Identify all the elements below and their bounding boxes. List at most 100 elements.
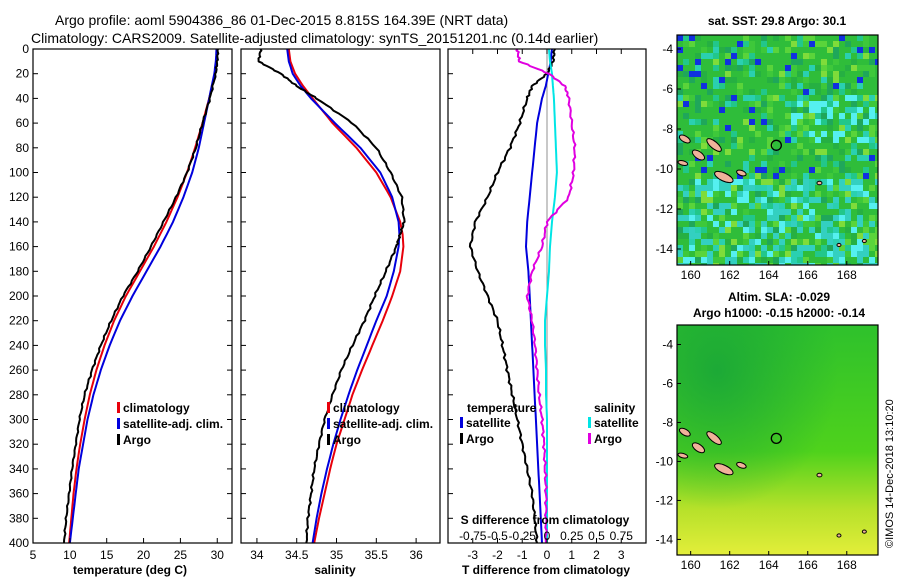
sla-map-island [861,529,867,534]
sst-map-cell [773,215,779,221]
sst-map-cell [869,203,875,209]
sst-map-cell [851,185,857,191]
sst-map-cell [803,89,809,95]
s-difference-x-tick-label: 0.25 [560,529,584,543]
sst-map-cell [701,185,707,191]
sst-map-cell [731,203,737,209]
sst-map-cell [839,227,845,233]
sst-map-cell [863,221,869,227]
sst-map-cell [713,179,719,185]
sst-map-cell [713,53,719,59]
salinity-legend-2-label: Argo [333,433,361,447]
sst-map-cell [701,167,707,173]
sst-map-cell [731,47,737,53]
sst-map-cell [803,143,809,149]
sst-map-cell [833,95,839,101]
sst-map-cell [713,149,719,155]
sst-map-cell [689,95,695,101]
sst-map-cell [791,215,797,221]
sst-map-cell [845,155,851,161]
sla-map-lon-tick-label: 162 [720,558,740,572]
sst-map-cell [833,245,839,251]
sst-map-cell [791,77,797,83]
sst-map-cell [839,89,845,95]
sst-map-cell [701,257,707,263]
sst-map-cell [839,263,845,265]
sst-map-cell [725,77,731,83]
sst-map-cell [725,257,731,263]
sst-map-cell [833,191,839,197]
sst-map-cell [803,257,809,263]
sst-map-cell [695,35,701,41]
sst-map-cell [785,47,791,53]
sst-map-cell [827,257,833,263]
sst-map-cell [743,161,749,167]
sst-map-cell [677,131,683,137]
sst-map-cell [803,191,809,197]
sst-map-cell [701,191,707,197]
sst-map-cell [749,215,755,221]
sst-map-cell [845,41,851,47]
sst-map-cell [749,185,755,191]
sst-map-cell [683,197,689,203]
sst-map-cell [743,47,749,53]
sst-map-cell [857,257,863,263]
sst-map-cell [689,161,695,167]
sst-map-cell [833,83,839,89]
temperature-curves [63,48,220,544]
sst-map-cell [815,203,821,209]
sst-map-cell [725,83,731,89]
sst-map-cell [773,239,779,245]
sla-map-lon-tick-label: 166 [798,558,818,572]
sst-map-cell [815,221,821,227]
sst-map-cell [833,185,839,191]
sst-map-cell [815,227,821,233]
sst-map-cell [719,227,725,233]
sla-map-panel: Altim. SLA: -0.029 Argo h1000: -0.15 h20… [656,290,879,572]
sst-map-cell [725,209,731,215]
temperature-xlabel: temperature (deg C) [73,563,187,577]
sst-map-cell [773,173,779,179]
sst-map-cell [689,233,695,239]
sst-map-cell [809,215,815,221]
depth-tick-label: 40 [16,91,30,105]
sst-map-cell [749,65,755,71]
sst-map-cell [689,203,695,209]
sst-map-cell [707,89,713,95]
s-difference-x-tick-label: -0.25 [509,529,537,543]
sst-map-cell [695,245,701,251]
sst-map-cell [761,257,767,263]
sst-map-cell [713,197,719,203]
sst-map-cell [713,221,719,227]
sst-map-cell [743,41,749,47]
sst-map-cell [731,179,737,185]
sst-map-cell [851,197,857,203]
sst-map-cell [749,179,755,185]
temperature-legend-0-label: climatology [123,401,190,415]
sst-map-cell [833,41,839,47]
sst-map-cell [857,107,863,113]
sst-map-cell [809,167,815,173]
sst-map-cell [875,251,878,257]
sst-map-cell [869,257,875,263]
salinity-axes-frame [240,48,441,544]
sst-map-cell [875,95,878,101]
sst-map-cell [737,59,743,65]
sla-map-island [736,461,747,469]
sst-map-lat-tick-label: -14 [656,242,674,256]
sst-map-cell [797,35,803,41]
sst-map-panel: sat. SST: 29.8 Argo: 30.1 160 162 164 166 16… [656,14,879,282]
temperature-legend-2-label: Argo [123,433,151,447]
sst-map-cell [803,137,809,143]
sst-map-cell [755,131,761,137]
sst-map-cell [857,35,863,41]
sst-map-cell [827,233,833,239]
sst-map-cell [689,71,695,77]
sla-map-subtitle: Argo h1000: -0.15 h2000: -0.14 [693,306,865,320]
sst-map-cell [821,71,827,77]
sst-map-cell [857,113,863,119]
sst-map-cell [755,233,761,239]
sst-map-cell [833,101,839,107]
sst-map-cell [779,125,785,131]
sst-map-cell [689,179,695,185]
